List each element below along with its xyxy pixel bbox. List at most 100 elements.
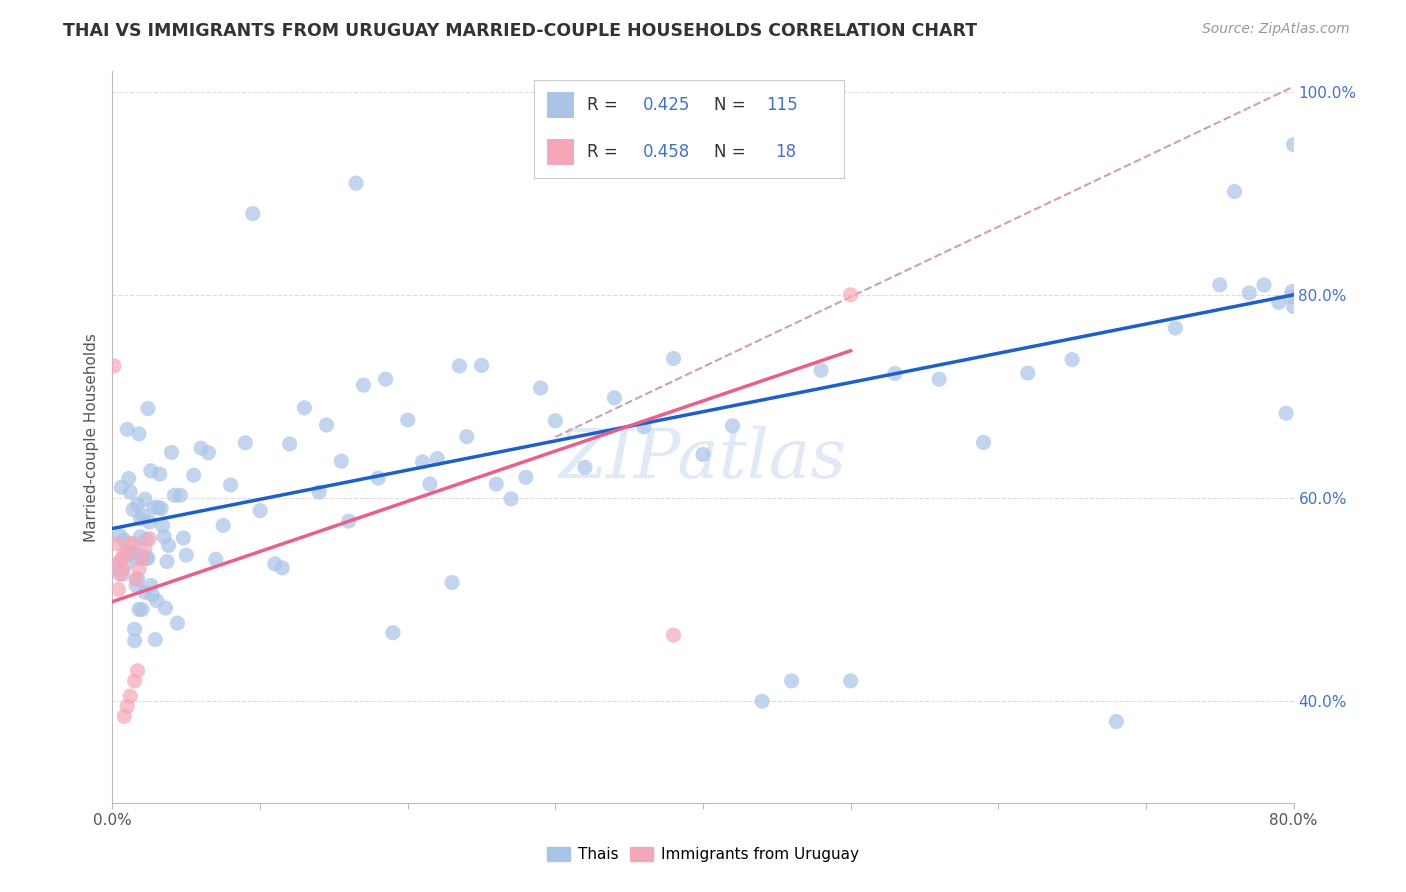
- Point: [330, 454, 353, 468]
- Point: [127, 572, 149, 586]
- Point: [117, 422, 138, 436]
- Point: [662, 628, 685, 642]
- Point: [120, 547, 142, 561]
- Point: [125, 551, 148, 566]
- Point: [136, 551, 159, 566]
- Point: [574, 460, 596, 475]
- Point: [138, 515, 160, 529]
- Point: [928, 372, 950, 386]
- Point: [111, 562, 134, 576]
- Point: [183, 468, 205, 483]
- Point: [103, 359, 125, 373]
- Point: [135, 551, 157, 566]
- Point: [134, 541, 156, 556]
- Point: [374, 372, 396, 386]
- Legend: Thais, Immigrants from Uruguay: Thais, Immigrants from Uruguay: [541, 841, 865, 868]
- Text: THAI VS IMMIGRANTS FROM URUGUAY MARRIED-COUPLE HOUSEHOLDS CORRELATION CHART: THAI VS IMMIGRANTS FROM URUGUAY MARRIED-…: [63, 22, 977, 40]
- Point: [544, 414, 567, 428]
- Point: [135, 533, 157, 547]
- Point: [1223, 185, 1246, 199]
- Text: Source: ZipAtlas.com: Source: ZipAtlas.com: [1202, 22, 1350, 37]
- Point: [134, 492, 156, 507]
- Point: [1253, 278, 1275, 293]
- Point: [139, 578, 162, 592]
- Point: [278, 437, 301, 451]
- Point: [721, 418, 744, 433]
- Point: [396, 413, 419, 427]
- Point: [973, 435, 995, 450]
- Point: [205, 552, 228, 566]
- Point: [169, 488, 191, 502]
- Point: [166, 616, 188, 631]
- Point: [122, 537, 145, 551]
- Text: 0.458: 0.458: [643, 143, 690, 161]
- Point: [160, 445, 183, 459]
- Point: [146, 593, 169, 607]
- Point: [292, 401, 315, 415]
- Point: [242, 206, 264, 220]
- Point: [839, 288, 862, 302]
- FancyBboxPatch shape: [547, 92, 575, 118]
- Point: [118, 471, 141, 485]
- Point: [1164, 321, 1187, 335]
- Point: [190, 441, 212, 455]
- Point: [110, 480, 132, 494]
- Text: N =: N =: [714, 143, 751, 161]
- Point: [174, 548, 197, 562]
- Point: [111, 567, 134, 582]
- Point: [212, 518, 235, 533]
- Point: [501, 491, 523, 506]
- Point: [152, 518, 174, 533]
- Point: [108, 528, 131, 542]
- Point: [112, 533, 135, 548]
- Point: [1017, 366, 1039, 380]
- Y-axis label: Married-couple Households: Married-couple Households: [83, 333, 98, 541]
- Text: N =: N =: [714, 95, 751, 114]
- Point: [163, 488, 186, 502]
- Point: [249, 503, 271, 517]
- Point: [107, 582, 129, 597]
- Point: [124, 633, 146, 648]
- Point: [692, 448, 714, 462]
- Point: [105, 562, 128, 576]
- Point: [1268, 295, 1291, 310]
- Point: [449, 359, 471, 373]
- Point: [485, 477, 508, 491]
- Point: [751, 694, 773, 708]
- Point: [271, 561, 294, 575]
- Point: [315, 417, 337, 432]
- Point: [110, 552, 132, 566]
- Point: [141, 588, 163, 602]
- Point: [128, 426, 150, 441]
- Point: [139, 464, 162, 478]
- Point: [603, 391, 626, 405]
- Point: [117, 699, 138, 714]
- Point: [1239, 285, 1261, 300]
- Point: [810, 363, 832, 377]
- Point: [112, 709, 135, 723]
- Point: [129, 530, 152, 544]
- Point: [367, 471, 389, 485]
- Point: [127, 664, 149, 678]
- Text: 18: 18: [776, 143, 797, 161]
- Point: [515, 470, 537, 484]
- Point: [153, 530, 176, 544]
- Point: [233, 435, 256, 450]
- Point: [1281, 285, 1303, 299]
- Point: [105, 537, 128, 551]
- Point: [1282, 137, 1305, 152]
- Point: [1275, 406, 1298, 420]
- Point: [1062, 352, 1084, 367]
- Point: [149, 467, 172, 482]
- FancyBboxPatch shape: [547, 139, 575, 165]
- Point: [1105, 714, 1128, 729]
- Point: [419, 477, 441, 491]
- Text: ZIPatlas: ZIPatlas: [560, 425, 846, 492]
- Point: [352, 378, 374, 392]
- Text: R =: R =: [586, 143, 623, 161]
- Point: [117, 547, 138, 561]
- Point: [127, 497, 149, 511]
- Point: [308, 485, 330, 500]
- Point: [131, 549, 153, 563]
- Point: [155, 601, 177, 615]
